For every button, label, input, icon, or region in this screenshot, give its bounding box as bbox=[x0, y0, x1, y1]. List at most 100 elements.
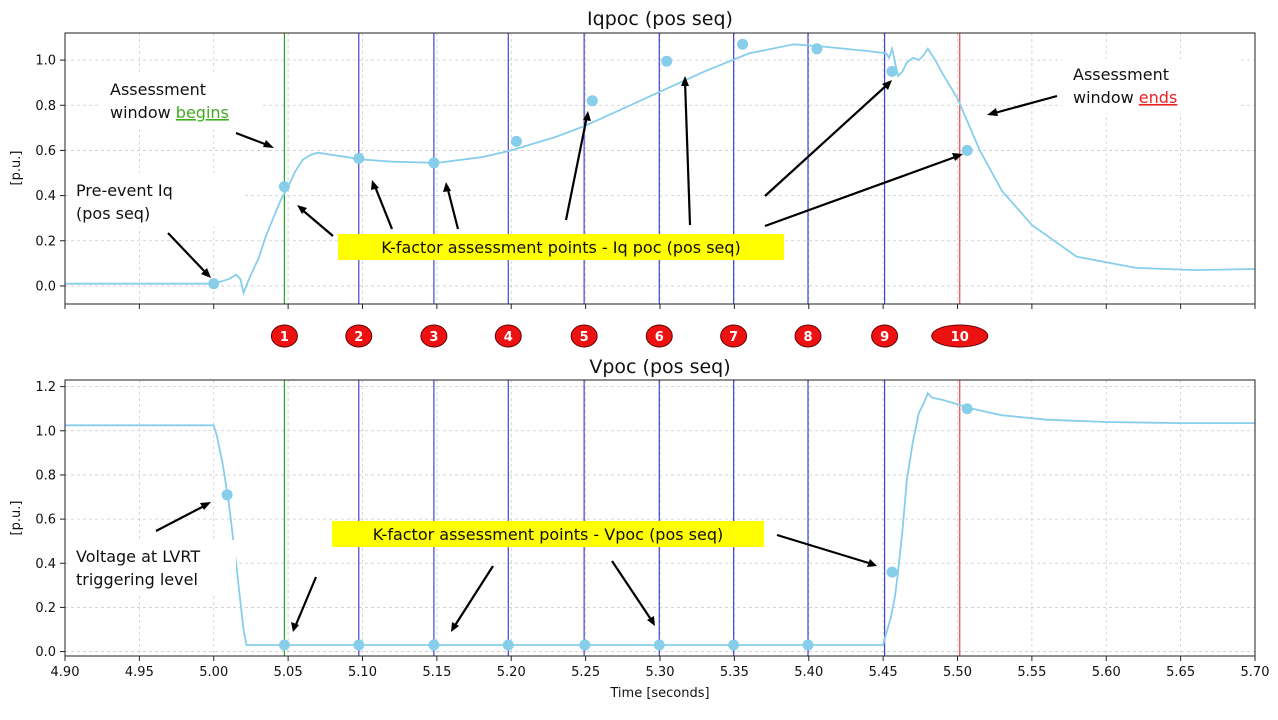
arrowhead-kf-v1 bbox=[291, 622, 299, 632]
x-tick-label: 5.20 bbox=[497, 665, 526, 680]
arrowhead-begin bbox=[263, 140, 274, 148]
assessment-marker bbox=[510, 135, 522, 147]
y-tick-label: 0.0 bbox=[35, 645, 56, 660]
vpoc-chart-grid bbox=[64, 380, 1256, 656]
lvrt-annotation-box bbox=[68, 540, 236, 594]
arrow-kf-5 bbox=[564, 115, 589, 221]
badge-3 bbox=[420, 324, 448, 348]
pre-event-annotation: Pre-event Iq (pos seq) bbox=[68, 173, 243, 227]
x-axis-label: Time [seconds] bbox=[609, 686, 709, 701]
iq-kfactor-label: K-factor assessment points - Iq poc (pos… bbox=[381, 238, 741, 257]
iq-marker-group bbox=[208, 38, 973, 290]
badge-label: 7 bbox=[729, 330, 738, 345]
assessment-marker bbox=[728, 639, 740, 651]
iq-chart-title: Iqpoc (pos seq) bbox=[587, 8, 733, 30]
badge-9 bbox=[871, 324, 899, 348]
arrow-kf-10 bbox=[764, 154, 959, 228]
y-tick-label: 1.0 bbox=[35, 424, 56, 439]
assessment-marker bbox=[737, 38, 749, 50]
assessment-marker bbox=[278, 639, 290, 651]
assessment-marker bbox=[278, 181, 290, 193]
x-tick-label: 5.30 bbox=[646, 665, 675, 680]
begin-text-window: window bbox=[110, 103, 171, 122]
badge-label: 8 bbox=[803, 330, 812, 345]
assessment-marker bbox=[353, 152, 365, 164]
assessment-marker bbox=[886, 566, 898, 578]
assessment-marker bbox=[579, 639, 591, 651]
badge-2 bbox=[345, 324, 373, 348]
end-word: ends bbox=[1139, 88, 1177, 107]
begin-annotation: Assessment window begins bbox=[101, 72, 262, 126]
arrowhead-kf-10 bbox=[952, 153, 963, 161]
assessment-marker bbox=[428, 157, 440, 169]
assessment-marker bbox=[586, 95, 598, 107]
assessment-point-badges: 1 2 3 4 5 6 7 8 9 10 bbox=[270, 324, 989, 348]
vpoc-chart-title: Vpoc (pos seq) bbox=[589, 356, 730, 378]
y-tick-label: 0.2 bbox=[35, 601, 56, 616]
assessment-marker bbox=[502, 639, 514, 651]
assessment-marker bbox=[653, 639, 665, 651]
vpoc-arrowheads bbox=[200, 502, 877, 632]
arrowhead-kf-6 bbox=[681, 76, 689, 86]
x-tick-label: 5.35 bbox=[720, 665, 749, 680]
y-tick-label: 0.8 bbox=[35, 99, 56, 114]
arrowhead-end bbox=[987, 108, 998, 116]
y-tick-label: 0.4 bbox=[35, 557, 56, 572]
assessment-marker bbox=[802, 639, 814, 651]
arrow-kf-9 bbox=[764, 83, 889, 197]
iq-arrowheads bbox=[201, 76, 998, 278]
end-annotation-box bbox=[1062, 59, 1240, 113]
pre-event-text-line1: Pre-event Iq bbox=[76, 181, 173, 200]
iq-y-ticks: 0.0 0.2 0.4 0.6 0.8 1.0 bbox=[35, 54, 65, 294]
arrow-kf-2 bbox=[372, 183, 394, 230]
badge-10 bbox=[931, 324, 989, 348]
pre-event-text-line2: (pos seq) bbox=[76, 204, 150, 223]
arrow-kf-1 bbox=[299, 207, 334, 237]
y-tick-label: 1.2 bbox=[35, 380, 56, 395]
assessment-marker bbox=[353, 639, 365, 651]
vpoc-y-ticks: 0.0 0.2 0.4 0.6 0.8 1.0 1.2 bbox=[35, 380, 65, 660]
vpoc-kfactor-highlight bbox=[332, 521, 764, 547]
arrow-kf-v4 bbox=[776, 533, 873, 566]
badge-label: 9 bbox=[880, 330, 889, 345]
badge-1 bbox=[270, 324, 298, 348]
vpoc-x-ticks: 4.90 4.95 5.00 5.05 5.10 5.15 5.20 5.25 5.30 5.35… bbox=[51, 656, 1269, 680]
arrow-begin bbox=[235, 131, 271, 148]
end-text-line2: window ends bbox=[1073, 88, 1177, 107]
iq-x-ticks bbox=[64, 304, 1256, 309]
y-tick-label: 0.4 bbox=[35, 189, 56, 204]
y-tick-label: 0.0 bbox=[35, 279, 56, 294]
y-tick-label: 0.6 bbox=[35, 144, 56, 159]
badge-label: 3 bbox=[429, 330, 438, 345]
assessment-marker bbox=[811, 43, 823, 55]
x-tick-label: 5.60 bbox=[1092, 665, 1121, 680]
pre-event-annotation-box bbox=[68, 173, 243, 227]
x-tick-label: 4.90 bbox=[51, 665, 80, 680]
begin-word: begins bbox=[176, 103, 229, 122]
iq-chart-grid bbox=[64, 33, 1256, 304]
badge-6 bbox=[645, 324, 673, 348]
x-tick-label: 5.40 bbox=[794, 665, 823, 680]
x-tick-label: 5.45 bbox=[869, 665, 898, 680]
badge-8 bbox=[794, 324, 822, 348]
assessment-marker bbox=[961, 403, 973, 415]
end-annotation: Assessment window ends bbox=[1062, 59, 1240, 113]
y-tick-label: 0.2 bbox=[35, 234, 56, 249]
badge-label: 1 bbox=[280, 330, 289, 345]
begin-text-line2: window begins bbox=[110, 103, 229, 122]
arrow-lvrt bbox=[155, 504, 207, 532]
arrowhead-kf-9 bbox=[882, 80, 892, 90]
vpoc-kfactor-label: K-factor assessment points - Vpoc (pos s… bbox=[373, 525, 724, 544]
iq-arrows bbox=[167, 80, 1058, 276]
assessment-marker bbox=[428, 639, 440, 651]
x-tick-label: 5.05 bbox=[274, 665, 303, 680]
vpoc-chart-vertical-lines bbox=[283, 380, 961, 656]
iq-y-axis-label: [p.u.] bbox=[9, 151, 24, 186]
lvrt-text-line1: Voltage at LVRT bbox=[76, 547, 200, 566]
arrowhead-kf-2 bbox=[371, 180, 379, 190]
x-tick-label: 5.25 bbox=[571, 665, 600, 680]
vpoc-y-axis-label: [p.u.] bbox=[9, 501, 24, 536]
arrowhead-kf-3 bbox=[443, 182, 451, 192]
arrowhead-lvrt bbox=[200, 502, 211, 510]
